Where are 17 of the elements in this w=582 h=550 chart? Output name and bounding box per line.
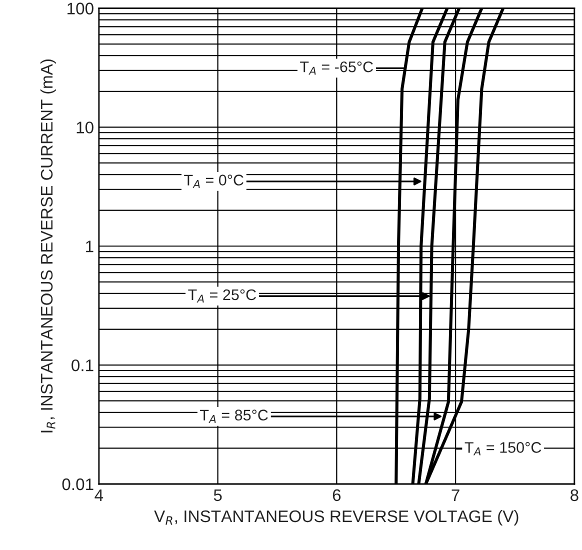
annotation: T$_{A}$ = 85°C [200,410,268,423]
x-tick-label: 7 [452,489,460,501]
y-tick-label: 10 [76,122,94,134]
y-tick-label: 100 [68,2,94,14]
x-tick-label: 6 [332,489,341,502]
y-tick-label: 0.1 [72,359,94,372]
x-tick-label: 8 [570,489,578,502]
x-axis-title: V$_{R}$, INSTANTANEOUS REVERSE VOLTAGE (V) [154,510,518,526]
annotation: T$_{A}$ = 0°C [184,174,244,188]
y-tick-label: 0.01 [62,478,94,490]
annotation: T$_{A}$ = -65°C [300,61,373,75]
annotation: T$_{A}$ = 25°C [188,289,256,303]
y-tick-label: 1 [86,240,94,252]
y-axis-title: I$_{R}$, INSTANTANEOUS REVERSE CURRENT (mA) [40,59,56,432]
x-tick-label: 4 [94,489,104,501]
annotation: T$_{A}$ = 150°C [464,442,542,456]
x-tick-label: 5 [214,489,222,502]
